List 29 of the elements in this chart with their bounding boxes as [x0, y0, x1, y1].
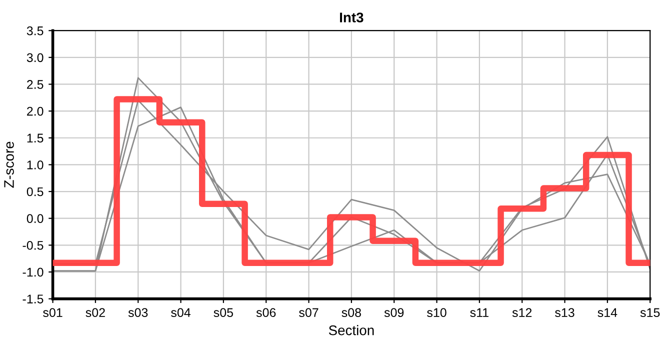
- chart-title: Int3: [340, 12, 364, 22]
- y-tick-label: -1.0: [22, 268, 44, 277]
- x-tick-label: s05: [214, 308, 234, 318]
- x-tick-label: s09: [384, 308, 404, 318]
- x-tick-label: s10: [427, 308, 446, 318]
- x-tick-label: s12: [512, 308, 532, 318]
- y-tick-label: 0.5: [26, 187, 44, 196]
- y-tick-label: 2.5: [27, 80, 44, 89]
- x-tick-label: s15: [640, 308, 660, 318]
- x-tick-label: s14: [598, 308, 618, 318]
- x-tick-label: s03: [128, 308, 148, 318]
- y-tick-label: 1.0: [27, 160, 44, 170]
- y-tick-label: -0.5: [22, 240, 44, 250]
- y-axis-title: Z-score: [4, 142, 14, 188]
- x-tick-label: s07: [299, 308, 318, 318]
- y-tick-label: 2.0: [27, 106, 44, 116]
- x-tick-label: s11: [470, 308, 488, 318]
- x-tick-label: s04: [171, 308, 191, 318]
- y-tick-label: 0.0: [26, 214, 44, 223]
- x-axis-title: Section: [328, 325, 374, 336]
- y-tick-label: 3.5: [26, 26, 44, 36]
- x-tick-label: s06: [256, 308, 276, 318]
- x-tick-label: s13: [555, 308, 574, 318]
- y-tick-label: 1.5: [27, 134, 44, 143]
- y-tick-label: 3.0: [26, 53, 44, 62]
- x-tick-label: s01: [43, 308, 62, 318]
- x-tick-label: s08: [342, 308, 361, 318]
- y-tick-label: -1.5: [22, 294, 44, 304]
- x-tick-label: s02: [86, 308, 105, 318]
